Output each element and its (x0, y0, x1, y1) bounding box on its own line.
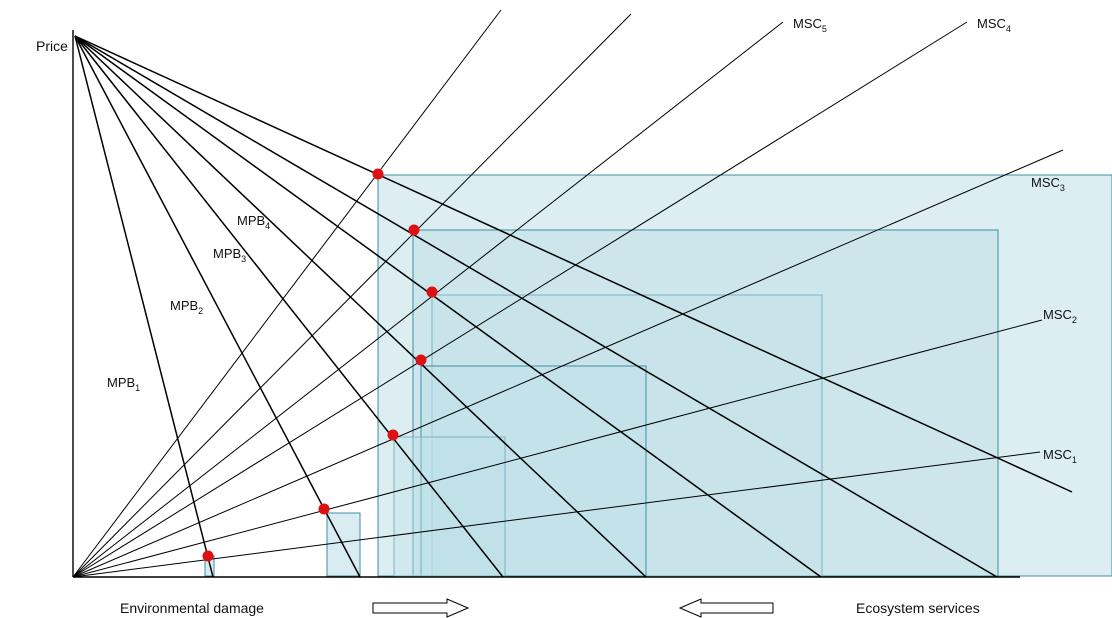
left-arrow-icon (678, 598, 774, 618)
y-axis-label: Price (36, 38, 68, 54)
msc-label-5: MSC5 (793, 16, 827, 34)
equilibrium-point-2 (318, 503, 330, 515)
msc-label-3: MSC3 (1031, 175, 1065, 193)
equilibrium-point-1 (202, 550, 214, 562)
right-arrow-icon (372, 598, 470, 618)
mpb-label-4: MPB4 (237, 213, 270, 231)
equilibrium-point-4 (415, 354, 427, 366)
equilibrium-point-6 (408, 224, 420, 236)
msc-line-6 (72, 13, 632, 578)
equilibrium-point-3 (387, 429, 399, 441)
msc-line-1 (72, 451, 1041, 578)
mpb-label-3: MPB3 (213, 246, 246, 264)
equilibrium-point-5 (426, 286, 438, 298)
surplus-areas (204, 174, 1112, 577)
mpb-line-6 (74, 35, 998, 578)
x-axis-right-label: Ecosystem services (856, 600, 980, 616)
mpb-line-4 (74, 35, 647, 578)
x-axis-left-label: Environmental damage (120, 600, 264, 616)
msc-label-2: MSC2 (1043, 307, 1077, 325)
msc-line-2 (72, 319, 1043, 578)
msc-line-7 (72, 9, 502, 578)
msc-line-3 (72, 149, 1064, 578)
mpb-line-3 (74, 35, 504, 578)
equilibrium-points (202, 168, 438, 562)
equilibrium-point-7 (372, 168, 384, 180)
msc-line-5 (72, 21, 784, 578)
msc-lines (72, 9, 1064, 578)
msc-label-1: MSC1 (1043, 447, 1077, 465)
mpb-line-5 (74, 35, 822, 578)
surplus-area-5 (393, 436, 506, 577)
mpb-line-2 (74, 35, 361, 578)
mpb-label-1: MPB1 (107, 375, 140, 393)
mpb-lines (74, 35, 1073, 578)
mpb-line-7 (74, 35, 1073, 493)
axes (72, 30, 1020, 578)
mpb-label-2: MPB2 (170, 298, 203, 316)
mpb-line-1 (74, 35, 214, 578)
msc-line-4 (72, 21, 968, 578)
msc-label-4: MSC4 (977, 16, 1011, 34)
